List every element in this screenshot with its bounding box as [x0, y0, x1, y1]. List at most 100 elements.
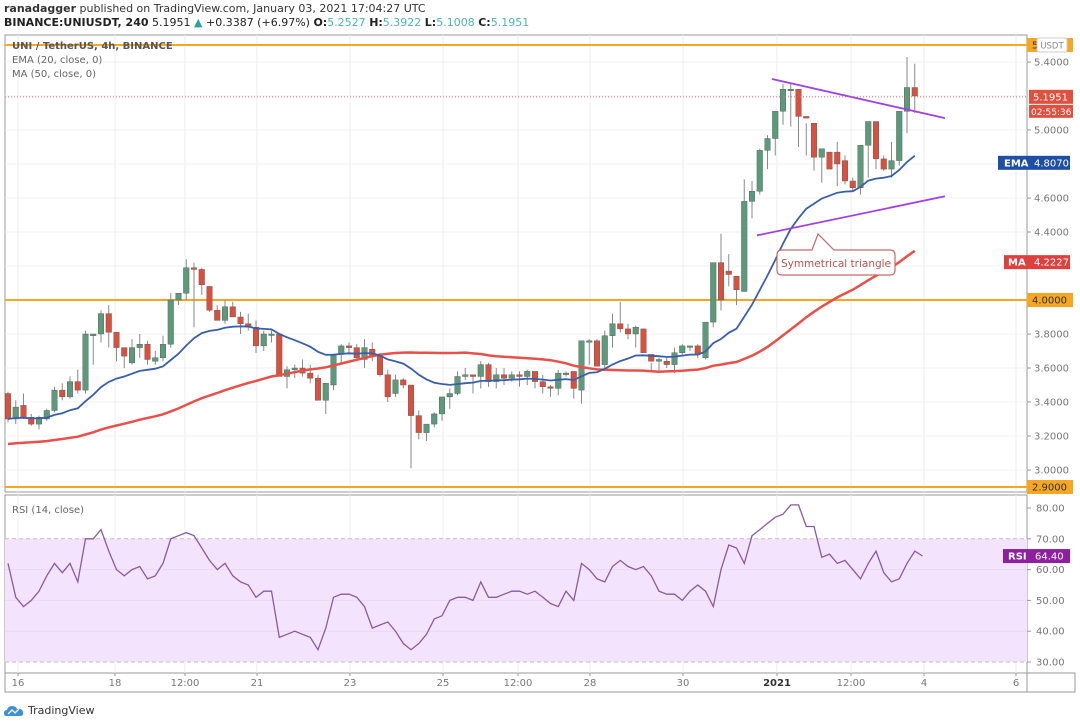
candle-body[interactable]: [625, 328, 632, 335]
candle-body[interactable]: [687, 345, 694, 348]
candle-body[interactable]: [43, 410, 50, 420]
candle-body[interactable]: [834, 151, 841, 165]
candle-body[interactable]: [82, 333, 89, 391]
candle-body[interactable]: [446, 393, 453, 398]
candle-body[interactable]: [346, 345, 353, 348]
candle-body[interactable]: [857, 145, 864, 189]
candle-body[interactable]: [190, 267, 197, 270]
candle-body[interactable]: [532, 371, 539, 382]
candle-body[interactable]: [485, 364, 492, 382]
candle-body[interactable]: [377, 355, 384, 376]
candle-body[interactable]: [439, 396, 446, 415]
candle-body[interactable]: [586, 340, 593, 343]
triangle-lower-line[interactable]: [756, 195, 946, 237]
candle-body[interactable]: [268, 333, 275, 336]
candle-body[interactable]: [578, 340, 585, 391]
candle-body[interactable]: [470, 374, 477, 377]
candle-body[interactable]: [20, 405, 27, 418]
candle-body[interactable]: [663, 361, 670, 365]
candle-body[interactable]: [865, 121, 872, 146]
candle-body[interactable]: [36, 417, 43, 425]
candle-body[interactable]: [152, 357, 159, 362]
candle-body[interactable]: [756, 150, 763, 192]
candle-body[interactable]: [749, 190, 756, 202]
candle-body[interactable]: [28, 417, 35, 425]
candle-body[interactable]: [563, 372, 570, 375]
candle-body[interactable]: [206, 286, 213, 311]
candle-body[interactable]: [423, 423, 430, 433]
candle-body[interactable]: [221, 306, 228, 321]
candle-body[interactable]: [105, 313, 112, 333]
candle-body[interactable]: [904, 87, 911, 112]
candle-body[interactable]: [524, 371, 531, 377]
candle-body[interactable]: [4, 393, 11, 420]
candle-body[interactable]: [725, 270, 732, 275]
candle-body[interactable]: [330, 354, 337, 386]
candle-body[interactable]: [415, 415, 422, 433]
candle-body[interactable]: [315, 378, 322, 401]
candle-body[interactable]: [214, 310, 221, 321]
candle-body[interactable]: [601, 335, 608, 365]
candle-body[interactable]: [880, 158, 887, 170]
candle-body[interactable]: [159, 344, 166, 359]
candle-body[interactable]: [539, 381, 546, 387]
candle-body[interactable]: [392, 379, 399, 394]
candle-body[interactable]: [51, 389, 58, 411]
candle-body[interactable]: [911, 87, 918, 97]
candle-body[interactable]: [113, 332, 120, 348]
candle-body[interactable]: [12, 406, 19, 420]
candle-body[interactable]: [276, 333, 283, 377]
candle-body[interactable]: [617, 323, 624, 330]
candle-body[interactable]: [896, 111, 903, 161]
candle-body[interactable]: [679, 345, 686, 353]
candle-body[interactable]: [764, 138, 771, 151]
candle-body[interactable]: [136, 344, 143, 348]
candle-body[interactable]: [229, 306, 236, 318]
candle-body[interactable]: [128, 347, 135, 364]
candle-body[interactable]: [849, 180, 856, 189]
candle-body[interactable]: [508, 374, 515, 379]
annotation-callout[interactable]: [776, 232, 896, 276]
candle-body[interactable]: [733, 276, 740, 291]
candle-body[interactable]: [175, 293, 182, 301]
candle-body[interactable]: [97, 313, 104, 335]
candle-body[interactable]: [431, 413, 438, 425]
candle-body[interactable]: [632, 327, 639, 335]
candle-body[interactable]: [795, 88, 802, 117]
candle-body[interactable]: [477, 364, 484, 377]
candle-body[interactable]: [408, 384, 415, 416]
candle-body[interactable]: [671, 352, 678, 365]
candle-body[interactable]: [121, 347, 128, 357]
candle-body[interactable]: [648, 354, 655, 362]
candle-body[interactable]: [307, 372, 314, 379]
candle-body[interactable]: [400, 379, 407, 386]
currency-unit-box[interactable]: [1036, 37, 1068, 53]
candle-body[interactable]: [322, 383, 329, 401]
candle-body[interactable]: [59, 389, 66, 398]
candle-body[interactable]: [260, 333, 267, 347]
candle-body[interactable]: [741, 201, 748, 292]
candle-body[interactable]: [826, 151, 833, 170]
candle-body[interactable]: [818, 148, 825, 158]
candle-body[interactable]: [493, 374, 500, 382]
candle-body[interactable]: [772, 111, 779, 139]
candle-body[interactable]: [780, 88, 787, 112]
triangle-upper-line[interactable]: [771, 78, 946, 119]
candle-body[interactable]: [640, 328, 647, 353]
candle-body[interactable]: [516, 374, 523, 377]
candle-body[interactable]: [811, 122, 818, 158]
candle-body[interactable]: [803, 116, 810, 119]
candle-body[interactable]: [702, 321, 709, 359]
candle-body[interactable]: [167, 299, 174, 345]
candle-body[interactable]: [384, 374, 391, 398]
candle-body[interactable]: [183, 267, 190, 294]
candle-body[interactable]: [66, 381, 73, 398]
candle-body[interactable]: [74, 381, 81, 391]
candle-body[interactable]: [609, 323, 616, 336]
candle-body[interactable]: [291, 367, 298, 370]
candle-body[interactable]: [501, 374, 508, 379]
candle-body[interactable]: [888, 160, 895, 170]
candle-body[interactable]: [90, 333, 97, 336]
candle-body[interactable]: [547, 386, 554, 389]
